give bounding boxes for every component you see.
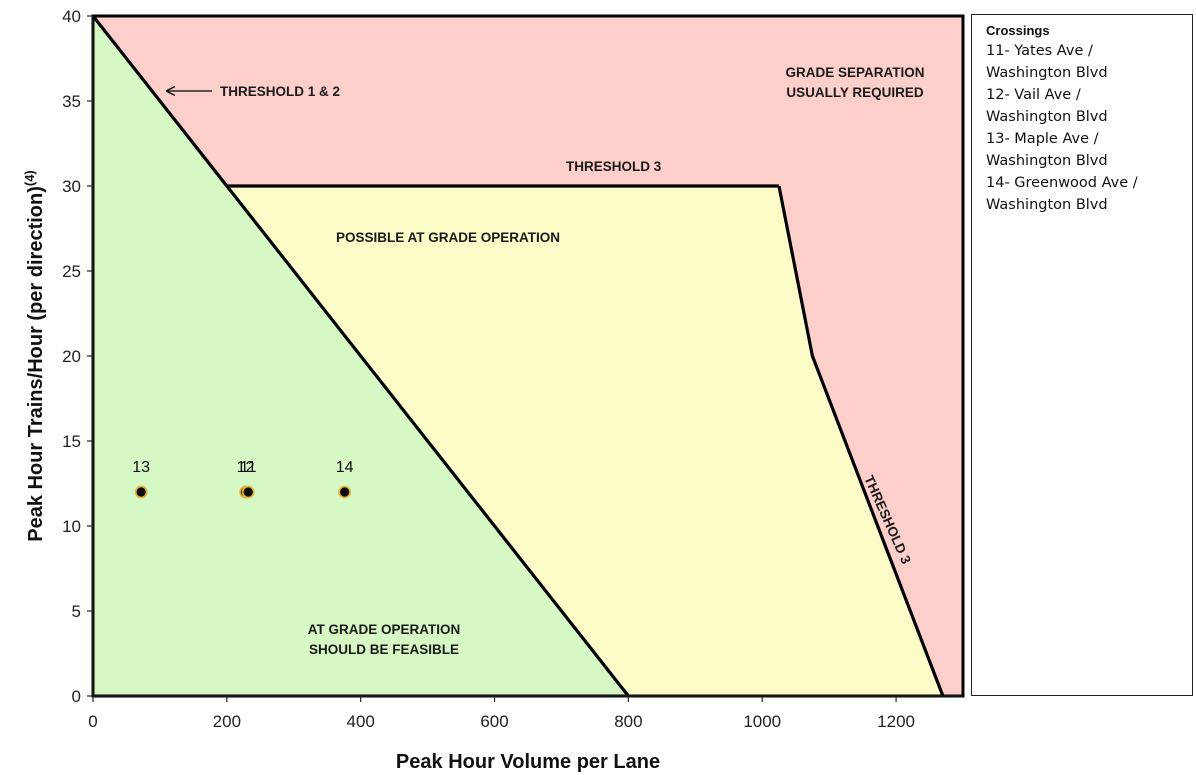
threshold-1-2-arrowhead	[165, 85, 176, 97]
data-point-14	[338, 485, 352, 499]
legend-line: 13- Maple Ave /	[986, 131, 1099, 147]
x-tick-label: 400	[347, 712, 375, 731]
data-point-label-14: 14	[336, 459, 354, 476]
y-axis-title: Peak Hour Trains/Hour (per direction)(4)	[22, 170, 47, 542]
region-possible	[226, 186, 943, 696]
y-tick-label: 40	[62, 7, 81, 26]
data-point-label-11: 11	[240, 459, 257, 476]
y-tick-label: 15	[62, 432, 81, 451]
at-grade-feasible-line2: SHOULD BE FEASIBLE	[309, 642, 459, 657]
x-axis-ticks: 0 200 400 600 800 1000 1200	[88, 696, 915, 731]
grade-separation-label-line1: GRADE SEPARATION	[785, 65, 924, 80]
y-tick-label: 30	[62, 177, 81, 196]
y-tick-label: 5	[72, 602, 81, 621]
legend-line: Washington Blvd	[986, 153, 1108, 169]
y-axis-title-main: Peak Hour Trains/Hour (per direction)	[25, 186, 47, 542]
x-axis-title: Peak Hour Volume per Lane	[396, 751, 660, 773]
x-tick-label: 800	[614, 712, 642, 731]
x-tick-label: 0	[88, 712, 97, 731]
y-tick-label: 20	[62, 347, 81, 366]
x-tick-label: 1000	[743, 712, 781, 731]
legend-line: 14- Greenwood Ave /	[986, 175, 1138, 191]
threshold-lines	[91, 15, 945, 697]
legend-box: Crossings 11- Yates Ave / Washington Blv…	[971, 14, 1193, 696]
y-tick-label: 25	[62, 262, 81, 281]
x-tick-label: 200	[213, 712, 241, 731]
at-grade-feasible-line1: AT GRADE OPERATION	[308, 622, 461, 637]
threshold-3-right-line	[777, 185, 945, 697]
threshold-1-2-label: THRESHOLD 1 & 2	[220, 84, 340, 99]
legend-line: 11- Yates Ave /	[986, 43, 1093, 59]
data-point-label-13: 13	[132, 459, 150, 476]
threshold-3-top-label: THRESHOLD 3	[566, 159, 662, 174]
legend-line: Washington Blvd	[986, 197, 1108, 213]
chart-regions	[93, 16, 963, 696]
grade-separation-label-line2: USUALLY REQUIRED	[786, 85, 924, 100]
threshold-1-2-line	[91, 15, 630, 697]
legend-title: Crossings	[986, 23, 1050, 38]
x-tick-label: 600	[480, 712, 508, 731]
data-point-label-12: 12	[237, 459, 255, 476]
legend-line: Washington Blvd	[986, 109, 1108, 125]
y-axis-title-superscript: (4)	[22, 170, 37, 186]
legend-line: 12- Vail Ave /	[986, 87, 1081, 103]
legend-line: Washington Blvd	[986, 65, 1108, 81]
y-tick-label: 35	[62, 92, 81, 111]
possible-at-grade-label: POSSIBLE AT GRADE OPERATION	[336, 230, 560, 245]
y-tick-label: 10	[62, 517, 81, 536]
data-point-13	[134, 485, 148, 499]
data-point-11	[241, 485, 255, 499]
y-axis-ticks: 0 5 10 15 20 25 30 35 40	[62, 7, 93, 706]
x-tick-label: 1200	[877, 712, 915, 731]
y-tick-label: 0	[72, 687, 81, 706]
